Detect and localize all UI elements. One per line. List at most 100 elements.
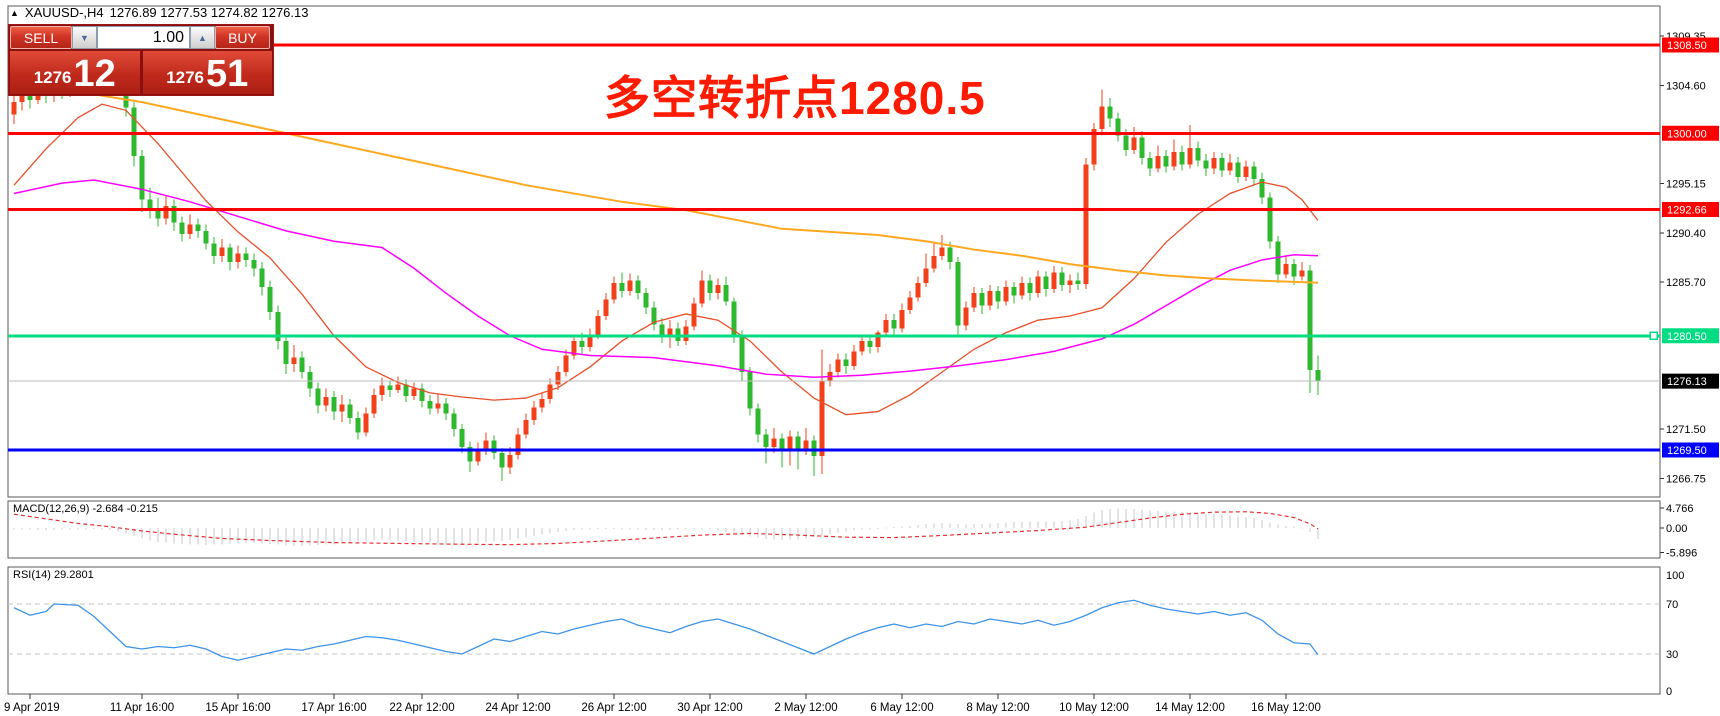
candle-up (547, 384, 553, 400)
date-tick-label: 16 May 12:00 (1251, 702, 1321, 714)
macd-histogram-bar (853, 528, 855, 531)
macd-histogram-bar (1277, 524, 1279, 528)
candle-down (299, 357, 305, 373)
macd-histogram-bar (205, 528, 207, 546)
date-tick-label: 10 May 12:00 (1059, 702, 1129, 714)
macd-histogram-bar (381, 528, 383, 540)
candle-up (563, 355, 569, 373)
candle-up (395, 384, 401, 390)
lot-decrease-button[interactable]: ▼ (72, 26, 97, 49)
macd-histogram-bar (1093, 512, 1095, 528)
chart-annotation-text: 多空转折点1280.5 (604, 72, 986, 124)
macd-histogram-bar (837, 528, 839, 533)
lot-size-input[interactable] (97, 26, 190, 49)
macd-histogram-bar (653, 528, 655, 531)
macd-histogram-bar (333, 528, 335, 545)
date-tick-label: 17 Apr 16:00 (301, 702, 366, 714)
candle-up (1083, 164, 1089, 284)
candle-down (579, 340, 585, 348)
macd-histogram-bar (181, 528, 183, 544)
candle-up (235, 253, 241, 263)
candle-down (1267, 197, 1273, 242)
candle-down (635, 280, 641, 294)
candle-down (891, 320, 897, 329)
candle-up (667, 328, 673, 337)
candle-down (979, 293, 985, 306)
date-tick-label: 9 Apr 2019 (4, 702, 60, 714)
price-line-label-bg (1662, 37, 1719, 53)
candle-up (835, 359, 841, 373)
candle-up (1299, 270, 1305, 277)
macd-histogram-bar (277, 528, 279, 545)
trade-panel-prices: 1276 12 1276 51 (10, 51, 272, 94)
macd-histogram-bar (1053, 521, 1055, 528)
candle-down (195, 224, 201, 231)
macd-histogram-bar (709, 528, 711, 530)
macd-histogram-bar (621, 528, 623, 530)
macd-histogram-bar (1133, 509, 1135, 528)
macd-histogram-bar (917, 525, 919, 528)
macd-histogram-bar (1221, 514, 1223, 528)
macd-histogram-bar (173, 528, 175, 544)
candle-down (387, 385, 393, 390)
collapse-triangle-icon[interactable]: ▲ (10, 7, 19, 18)
candle-down (171, 205, 177, 223)
macd-histogram-bar (21, 528, 23, 530)
macd-histogram-bar (317, 528, 319, 546)
price-tick-label: 1304.60 (1666, 80, 1706, 92)
macd-histogram-bar (661, 528, 663, 531)
macd-histogram-bar (437, 528, 439, 544)
candle-up (539, 399, 545, 408)
rsi-tick-label: 100 (1666, 570, 1684, 582)
date-tick-label: 15 Apr 16:00 (205, 702, 270, 714)
buy-price-small: 1276 (166, 68, 205, 87)
macd-histogram-bar (93, 528, 95, 529)
candle-wick (1189, 124, 1191, 169)
candle-down (955, 262, 961, 326)
macd-histogram-bar (997, 522, 999, 528)
macd-histogram-bar (581, 528, 583, 530)
macd-histogram-bar (1005, 522, 1007, 528)
sell-button[interactable]: SELL (10, 26, 72, 49)
macd-histogram-bar (85, 528, 87, 530)
macd-histogram-bar (1285, 525, 1287, 528)
candle-down (459, 429, 465, 447)
candle-up (627, 280, 633, 292)
hline-drag-handle[interactable] (1649, 331, 1658, 341)
buy-price-tile[interactable]: 1276 51 (142, 51, 272, 94)
macd-signal-line (13, 511, 1319, 546)
macd-histogram-bar (1229, 515, 1231, 528)
candle-down (27, 93, 33, 101)
candle-up (771, 438, 777, 447)
candle-up (371, 394, 377, 414)
candle-up (507, 455, 513, 468)
buy-button[interactable]: BUY (215, 26, 270, 49)
macd-histogram-bar (901, 526, 903, 528)
date-tick-label: 26 Apr 12:00 (581, 702, 646, 714)
trade-panel-controls: SELL ▼ ▲ BUY (10, 26, 272, 49)
macd-histogram-bar (869, 528, 871, 530)
macd-tick-label: -5.896 (1666, 548, 1697, 560)
candle-up (603, 299, 609, 317)
candle-up (1035, 276, 1041, 294)
macd-histogram-bar (413, 528, 415, 542)
macd-histogram-bar (149, 528, 151, 541)
rsi-tick-label: 30 (1666, 649, 1678, 661)
macd-histogram-bar (445, 528, 447, 544)
lot-increase-button[interactable]: ▲ (190, 26, 215, 49)
candle-up (323, 397, 329, 406)
macd-histogram-bar (453, 528, 455, 544)
candle-down (1115, 118, 1121, 136)
date-tick-label: 30 Apr 12:00 (677, 702, 742, 714)
macd-histogram-bar (965, 524, 967, 528)
candle-down (1075, 280, 1081, 284)
macd-histogram-bar (789, 528, 791, 540)
sell-price-tile[interactable]: 1276 12 (10, 51, 140, 94)
candle-up (339, 404, 345, 412)
macd-histogram-bar (685, 528, 687, 530)
candle-down (619, 282, 625, 292)
macd-histogram-bar (749, 528, 751, 537)
price-hline (8, 334, 1660, 338)
candle-up (907, 297, 913, 310)
